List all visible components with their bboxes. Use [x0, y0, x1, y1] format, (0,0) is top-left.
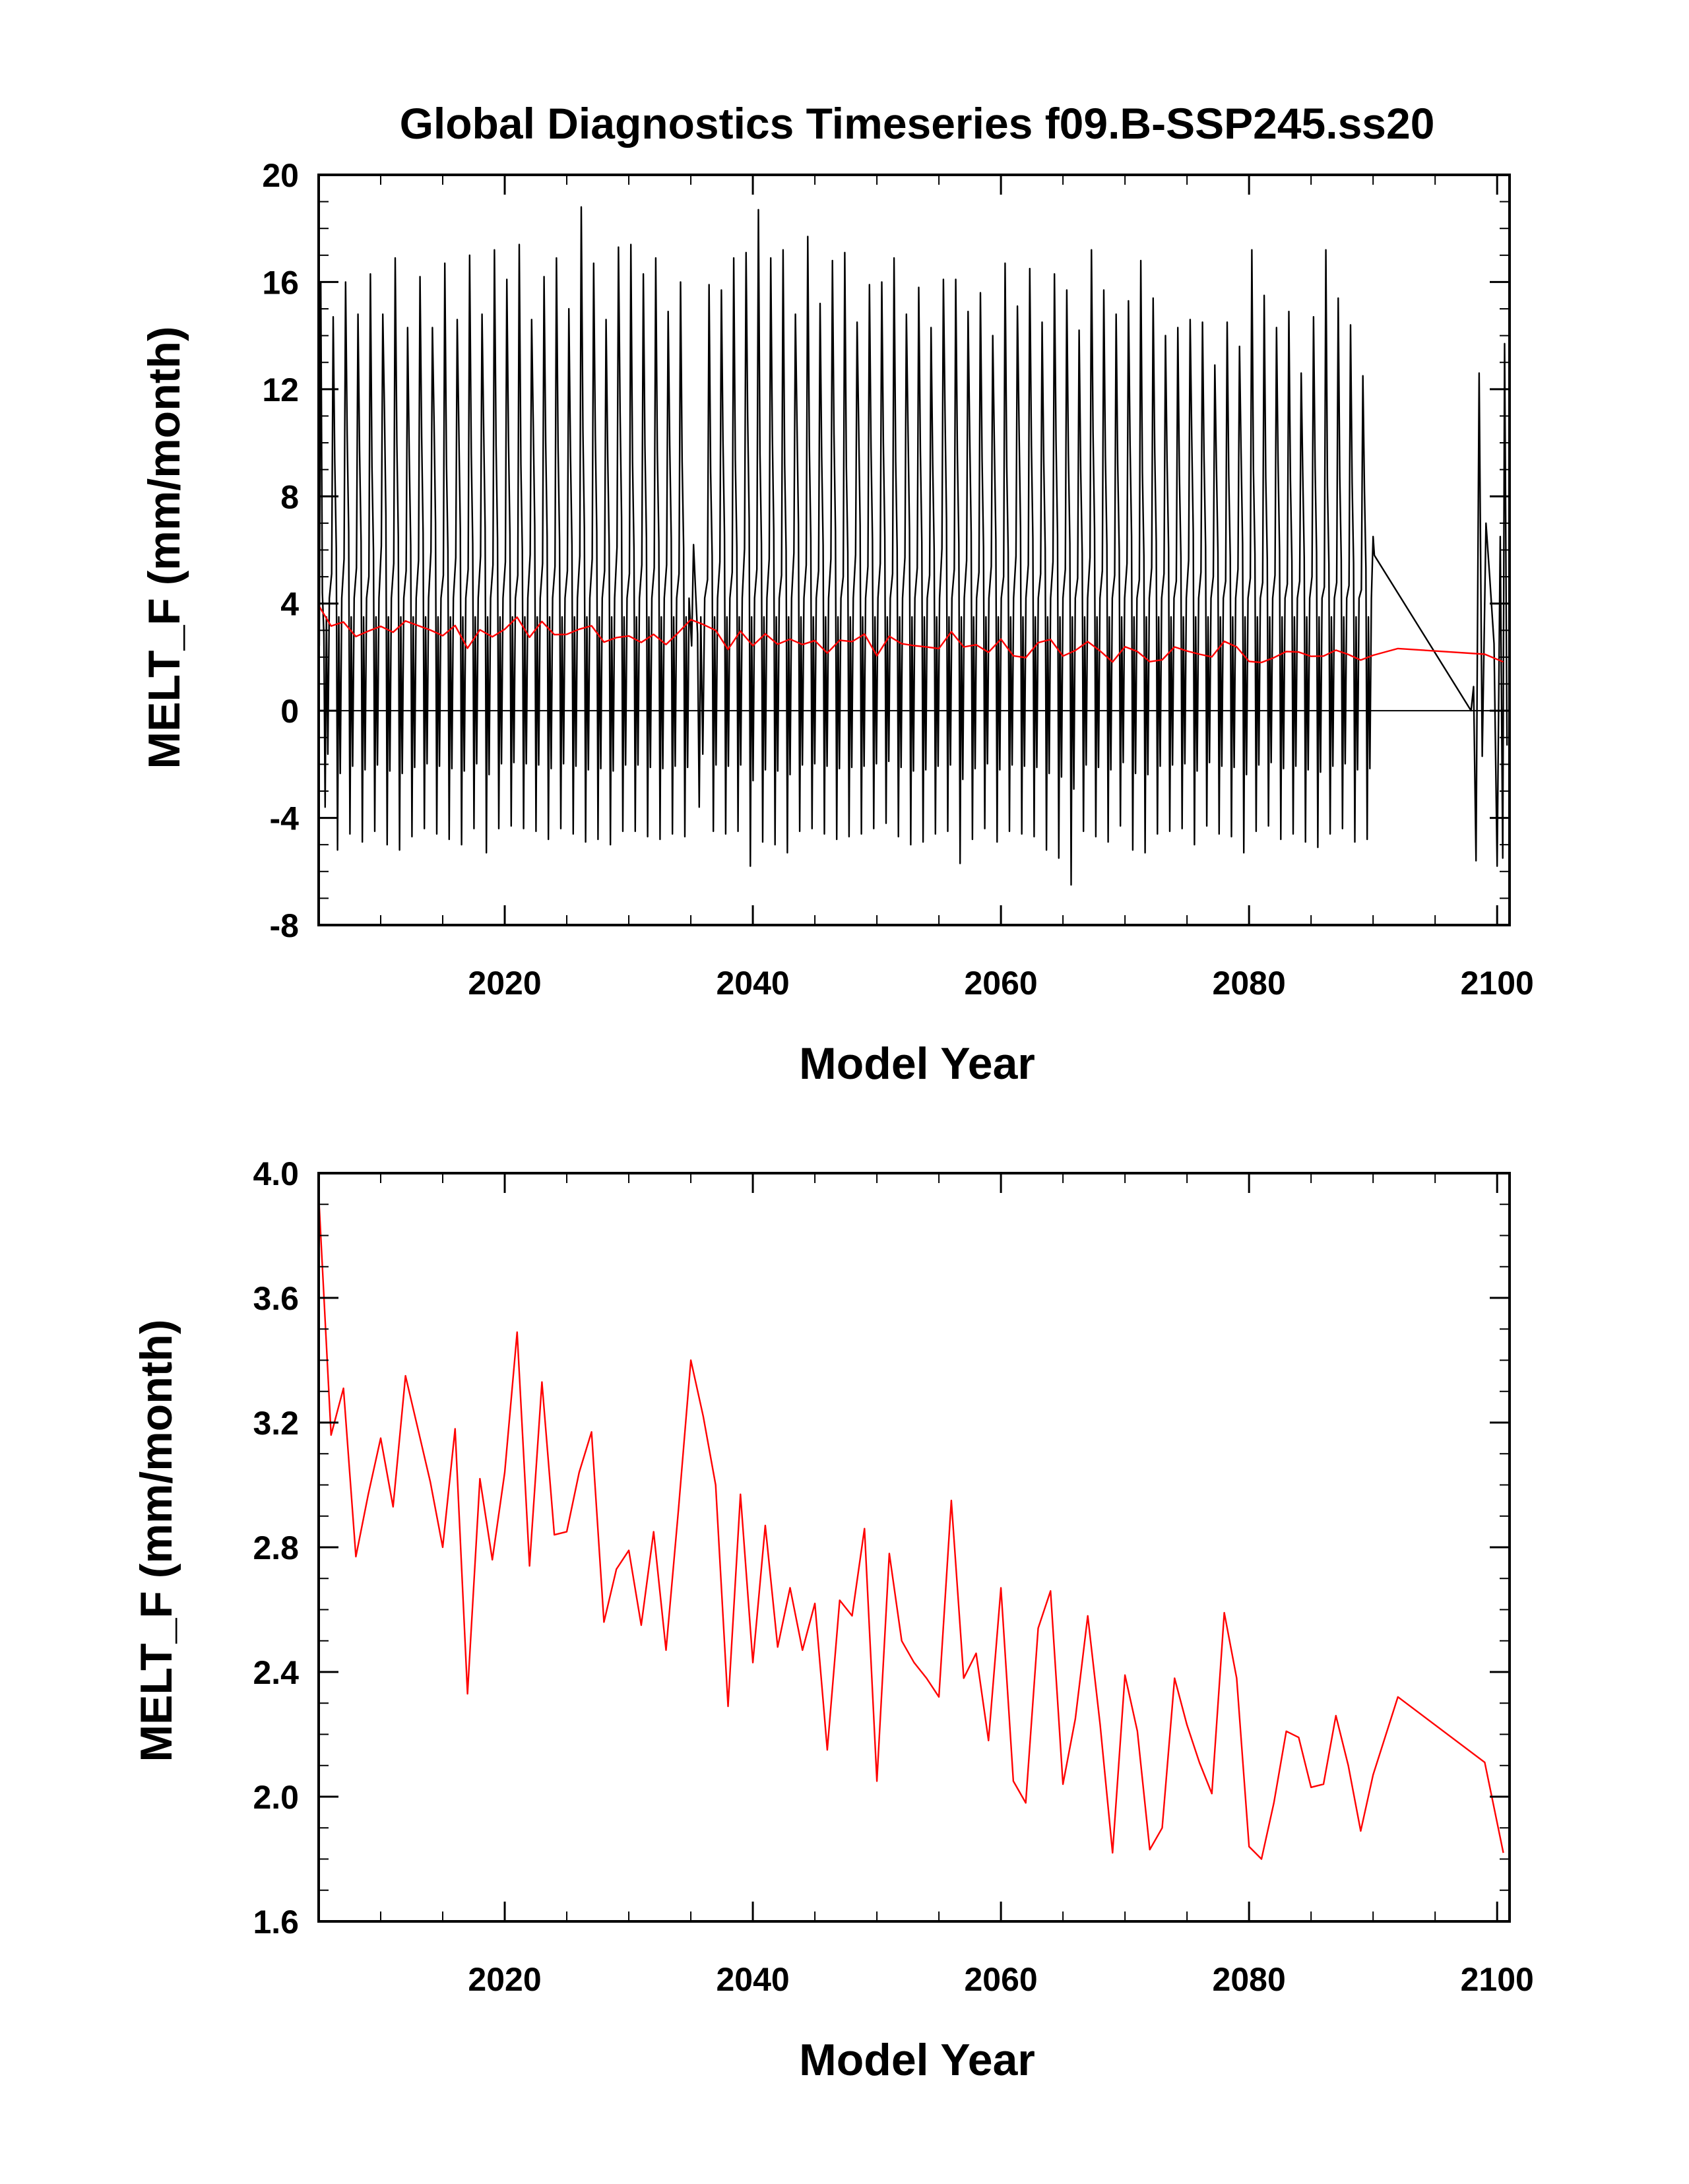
bottom-y-tick-labels: 1.6 2.0 2.4 2.8 3.2 3.6 4.0	[253, 1155, 299, 1941]
bottom-y-tick-label: 3.2	[253, 1405, 299, 1442]
bottom-y-tick-label: 2.8	[253, 1529, 299, 1566]
top-plot-area	[317, 206, 1510, 886]
top-x-tick-label: 2040	[716, 965, 789, 1002]
bottom-plot-area	[317, 1195, 1504, 1860]
top-x-axis-label: Model Year	[799, 1039, 1035, 1089]
bottom-y-tick-label: 2.0	[253, 1779, 299, 1816]
bottom-y-tick-label: 4.0	[253, 1155, 299, 1192]
top-y-tick-labels: -8 -4 0 4 8 12 16 20	[262, 157, 299, 944]
top-x-tick-label: 2060	[964, 965, 1037, 1002]
top-series-annual-mean	[317, 604, 1504, 664]
top-x-tick-label: 2080	[1213, 965, 1286, 1002]
bottom-chart: 1.6 2.0 2.4 2.8 3.2 3.6 4.0 2020 2040 2060 2080 21…	[131, 1155, 1534, 2085]
top-y-axis-label: MELT_F (mm/month)	[139, 326, 189, 769]
top-x-tick-label: 2020	[468, 965, 541, 1002]
bottom-y-axis-label: MELT_F (mm/month)	[131, 1319, 181, 1762]
top-y-tick-label: 12	[262, 371, 299, 408]
bottom-series-annual-mean	[317, 1195, 1504, 1860]
top-y-tick-label: 20	[262, 157, 299, 194]
bottom-y-tick-label: 2.4	[253, 1654, 299, 1691]
top-series-monthly	[318, 206, 1508, 886]
bottom-x-tick-label: 2080	[1213, 1961, 1286, 1998]
bottom-axes	[317, 1172, 1511, 1923]
bottom-x-tick-label: 2060	[964, 1961, 1037, 1998]
top-x-tick-labels: 2020 2040 2060 2080 2100	[468, 965, 1533, 1002]
chart-title: Global Diagnostics Timeseries f09.B-SSP2…	[400, 99, 1435, 148]
bottom-y-tick-label: 3.6	[253, 1280, 299, 1317]
top-axes	[317, 174, 1511, 926]
top-y-tick-label: 16	[262, 264, 299, 301]
bottom-x-tick-labels: 2020 2040 2060 2080 2100	[468, 1961, 1533, 1998]
bottom-x-tick-label: 2040	[716, 1961, 789, 1998]
bottom-x-tick-label: 2100	[1461, 1961, 1534, 1998]
top-y-tick-label: 4	[280, 586, 299, 623]
bottom-x-tick-label: 2020	[468, 1961, 541, 1998]
top-x-tick-label: 2100	[1461, 965, 1534, 1002]
top-y-tick-label: 0	[280, 693, 299, 730]
top-y-tick-label: 8	[280, 478, 299, 515]
top-chart: Global Diagnostics Timeseries f09.B-SSP2…	[139, 99, 1534, 1089]
bottom-x-axis-label: Model Year	[799, 2035, 1035, 2085]
bottom-y-tick-label: 1.6	[253, 1904, 299, 1941]
top-y-tick-label: -4	[270, 800, 300, 837]
top-y-tick-label: -8	[270, 907, 299, 944]
